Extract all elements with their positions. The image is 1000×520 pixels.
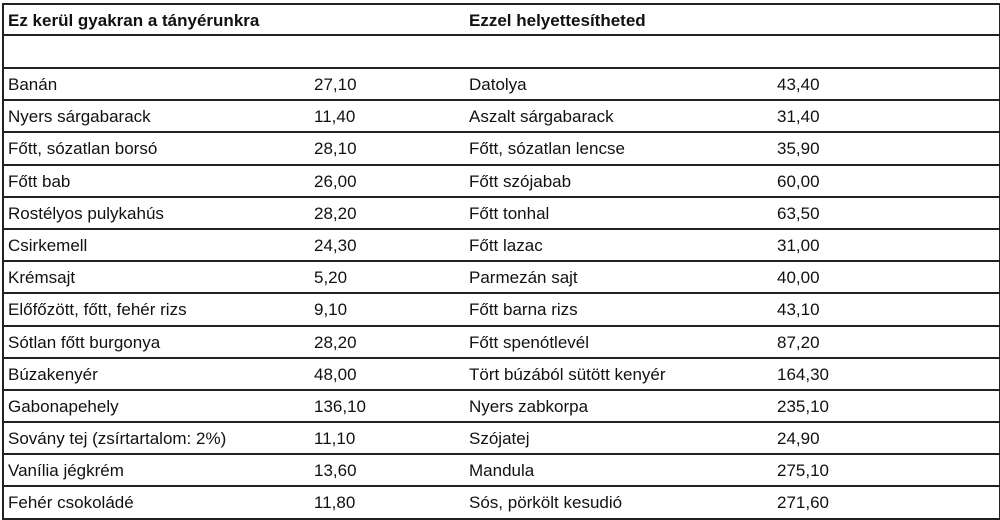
- value-cell: 9,10: [314, 300, 348, 320]
- food-cell: Csirkemell: [8, 235, 88, 255]
- food-cell: Gabonapehely: [8, 396, 119, 416]
- table-row: Előfőzött, főtt, fehér rizs 9,10 Főtt barn…: [4, 294, 999, 327]
- value-cell: 136,10: [314, 396, 366, 416]
- substitute-cell: Szójatej: [469, 429, 530, 449]
- substitute-value-cell: 60,00: [777, 171, 820, 191]
- table-row: Főtt bab 26,00 Főtt szójabab 60,00: [4, 166, 999, 198]
- food-cell: Búzakenyér: [8, 364, 98, 384]
- substitute-value-cell: 35,90: [777, 139, 820, 159]
- food-cell: Főtt, sózatlan borsó: [8, 139, 158, 159]
- value-cell: 13,60: [314, 461, 357, 481]
- header-substitutes: Ezzel helyettesítheted: [469, 11, 646, 30]
- substitute-value-cell: 31,00: [777, 235, 820, 255]
- header-row: Ez kerül gyakran a tányérunkra Ezzel hel…: [4, 5, 999, 36]
- substitute-value-cell: 63,50: [777, 203, 820, 223]
- substitute-cell: Parmezán sajt: [469, 268, 578, 288]
- header-common-foods: Ez kerül gyakran a tányérunkra: [8, 11, 260, 30]
- substitute-value-cell: 24,90: [777, 429, 820, 449]
- table-row: Gabonapehely 136,10 Nyers zabkorpa 235,10: [4, 391, 999, 424]
- substitution-table: Ez kerül gyakran a tányérunkra Ezzel hel…: [2, 3, 1000, 520]
- table-row: Banán 27,10 Datolya 43,40: [4, 69, 999, 102]
- substitute-value-cell: 235,10: [777, 396, 829, 416]
- substitute-value-cell: 271,60: [777, 493, 829, 513]
- table-row: Sótlan főtt burgonya 28,20 Főtt spenótlevé…: [4, 327, 999, 359]
- table-row: Rostélyos pulykahús 28,20 Főtt tonhal 63,50: [4, 198, 999, 230]
- substitute-cell: Főtt lazac: [469, 235, 543, 255]
- value-cell: 24,30: [314, 235, 357, 255]
- value-cell: 11,40: [314, 107, 356, 127]
- substitute-value-cell: 87,20: [777, 332, 820, 352]
- substitute-cell: Mandula: [469, 461, 535, 481]
- food-cell: Sovány tej (zsírtartalom: 2%): [8, 429, 227, 449]
- table-row: Krémsajt 5,20 Parmezán sajt 40,00: [4, 262, 999, 295]
- table-row: Sovány tej (zsírtartalom: 2%) 11,10 Szójat…: [4, 423, 999, 456]
- value-cell: 48,00: [314, 364, 357, 384]
- food-cell: Krémsajt: [8, 268, 76, 288]
- food-cell: Rostélyos pulykahús: [8, 203, 164, 223]
- substitute-cell: Főtt barna rizs: [469, 300, 578, 320]
- value-cell: 28,10: [314, 139, 357, 159]
- substitute-cell: Főtt spenótlevél: [469, 332, 590, 352]
- food-cell: Banán: [8, 75, 58, 94]
- value-cell: 11,80: [314, 493, 356, 513]
- food-cell: Előfőzött, főtt, fehér rizs: [8, 300, 187, 320]
- substitute-value-cell: 164,30: [777, 364, 829, 384]
- food-cell: Főtt bab: [8, 171, 71, 191]
- substitute-cell: Aszalt sárgabarack: [469, 107, 614, 127]
- food-cell: Vanília jégkrém: [8, 461, 124, 481]
- value-cell: 28,20: [314, 332, 357, 352]
- table-row: Fehér csokoládé 11,80 Sós, pörkölt kesudió…: [4, 487, 999, 520]
- table-row: Csirkemell 24,30 Főtt lazac 31,00: [4, 230, 999, 263]
- value-cell: 27,10: [314, 75, 357, 94]
- table-row: Búzakenyér 48,00 Tört búzából sütött kenyé…: [4, 359, 999, 391]
- substitute-value-cell: 43,40: [777, 75, 820, 94]
- food-cell: Nyers sárgabarack: [8, 107, 151, 127]
- substitute-value-cell: 275,10: [777, 461, 829, 481]
- substitute-cell: Sós, pörkölt kesudió: [469, 493, 623, 513]
- food-cell: Sótlan főtt burgonya: [8, 332, 161, 352]
- empty-row: [4, 36, 999, 69]
- substitute-value-cell: 43,10: [777, 300, 820, 320]
- value-cell: 28,20: [314, 203, 357, 223]
- table-row: Főtt, sózatlan borsó 28,10 Főtt, sózatlan …: [4, 133, 999, 166]
- value-cell: 26,00: [314, 171, 357, 191]
- substitute-cell: Nyers zabkorpa: [469, 396, 589, 416]
- substitute-value-cell: 31,40: [777, 107, 820, 127]
- substitute-cell: Főtt szójabab: [469, 171, 572, 191]
- substitute-cell: Tört búzából sütött kenyér: [469, 364, 666, 384]
- value-cell: 5,20: [314, 268, 348, 288]
- value-cell: 11,10: [314, 429, 356, 449]
- substitute-value-cell: 40,00: [777, 268, 820, 288]
- substitute-cell: Datolya: [469, 75, 527, 94]
- table-row: Nyers sárgabarack 11,40 Aszalt sárgabarack…: [4, 101, 999, 134]
- food-cell: Fehér csokoládé: [8, 493, 134, 513]
- substitute-cell: Főtt, sózatlan lencse: [469, 139, 625, 159]
- substitute-cell: Főtt tonhal: [469, 203, 550, 223]
- table-row: Vanília jégkrém 13,60 Mandula 275,10: [4, 455, 999, 488]
